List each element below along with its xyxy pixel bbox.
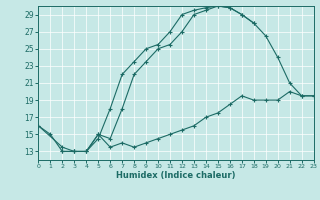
X-axis label: Humidex (Indice chaleur): Humidex (Indice chaleur) <box>116 171 236 180</box>
